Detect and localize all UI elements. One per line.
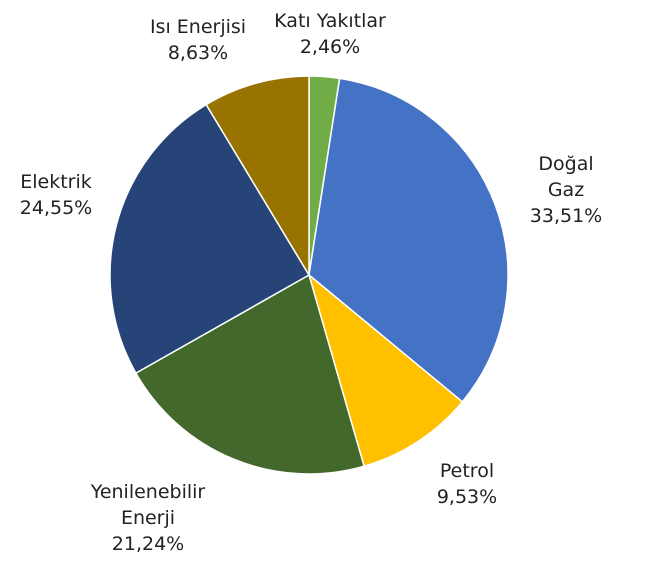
- pie-slice: [205, 75, 310, 278]
- category-label: Petrol: [439, 460, 495, 482]
- pie-slice: [308, 77, 509, 403]
- value-label: 21,24%: [111, 533, 185, 555]
- slice-label: Yenilenebilir Enerji 21,24%: [73, 479, 223, 557]
- value-label: 9,53%: [436, 486, 498, 508]
- category-label: Elektrik: [20, 171, 92, 193]
- category-label: Doğal Gaz: [538, 153, 594, 201]
- value-label: 8,63%: [167, 42, 229, 64]
- slice-label: Petrol 9,53%: [437, 458, 497, 510]
- slice-label: Elektrik 24,55%: [20, 169, 92, 221]
- value-label: 33,51%: [529, 205, 603, 227]
- slice-label: Isı Enerjisi 8,63%: [150, 14, 246, 66]
- pie-slice: [134, 273, 366, 475]
- category-label: Katı Yakıtlar: [274, 10, 386, 32]
- value-label: 2,46%: [299, 36, 361, 58]
- pie-slice: [307, 272, 464, 468]
- category-label: Yenilenebilir Enerji: [90, 481, 206, 529]
- value-label: 24,55%: [19, 197, 93, 219]
- slice-label: Katı Yakıtlar 2,46%: [274, 8, 386, 60]
- pie-slice: [109, 103, 311, 375]
- category-label: Isı Enerjisi: [149, 16, 247, 38]
- slice-label: Doğal Gaz 33,51%: [526, 151, 607, 229]
